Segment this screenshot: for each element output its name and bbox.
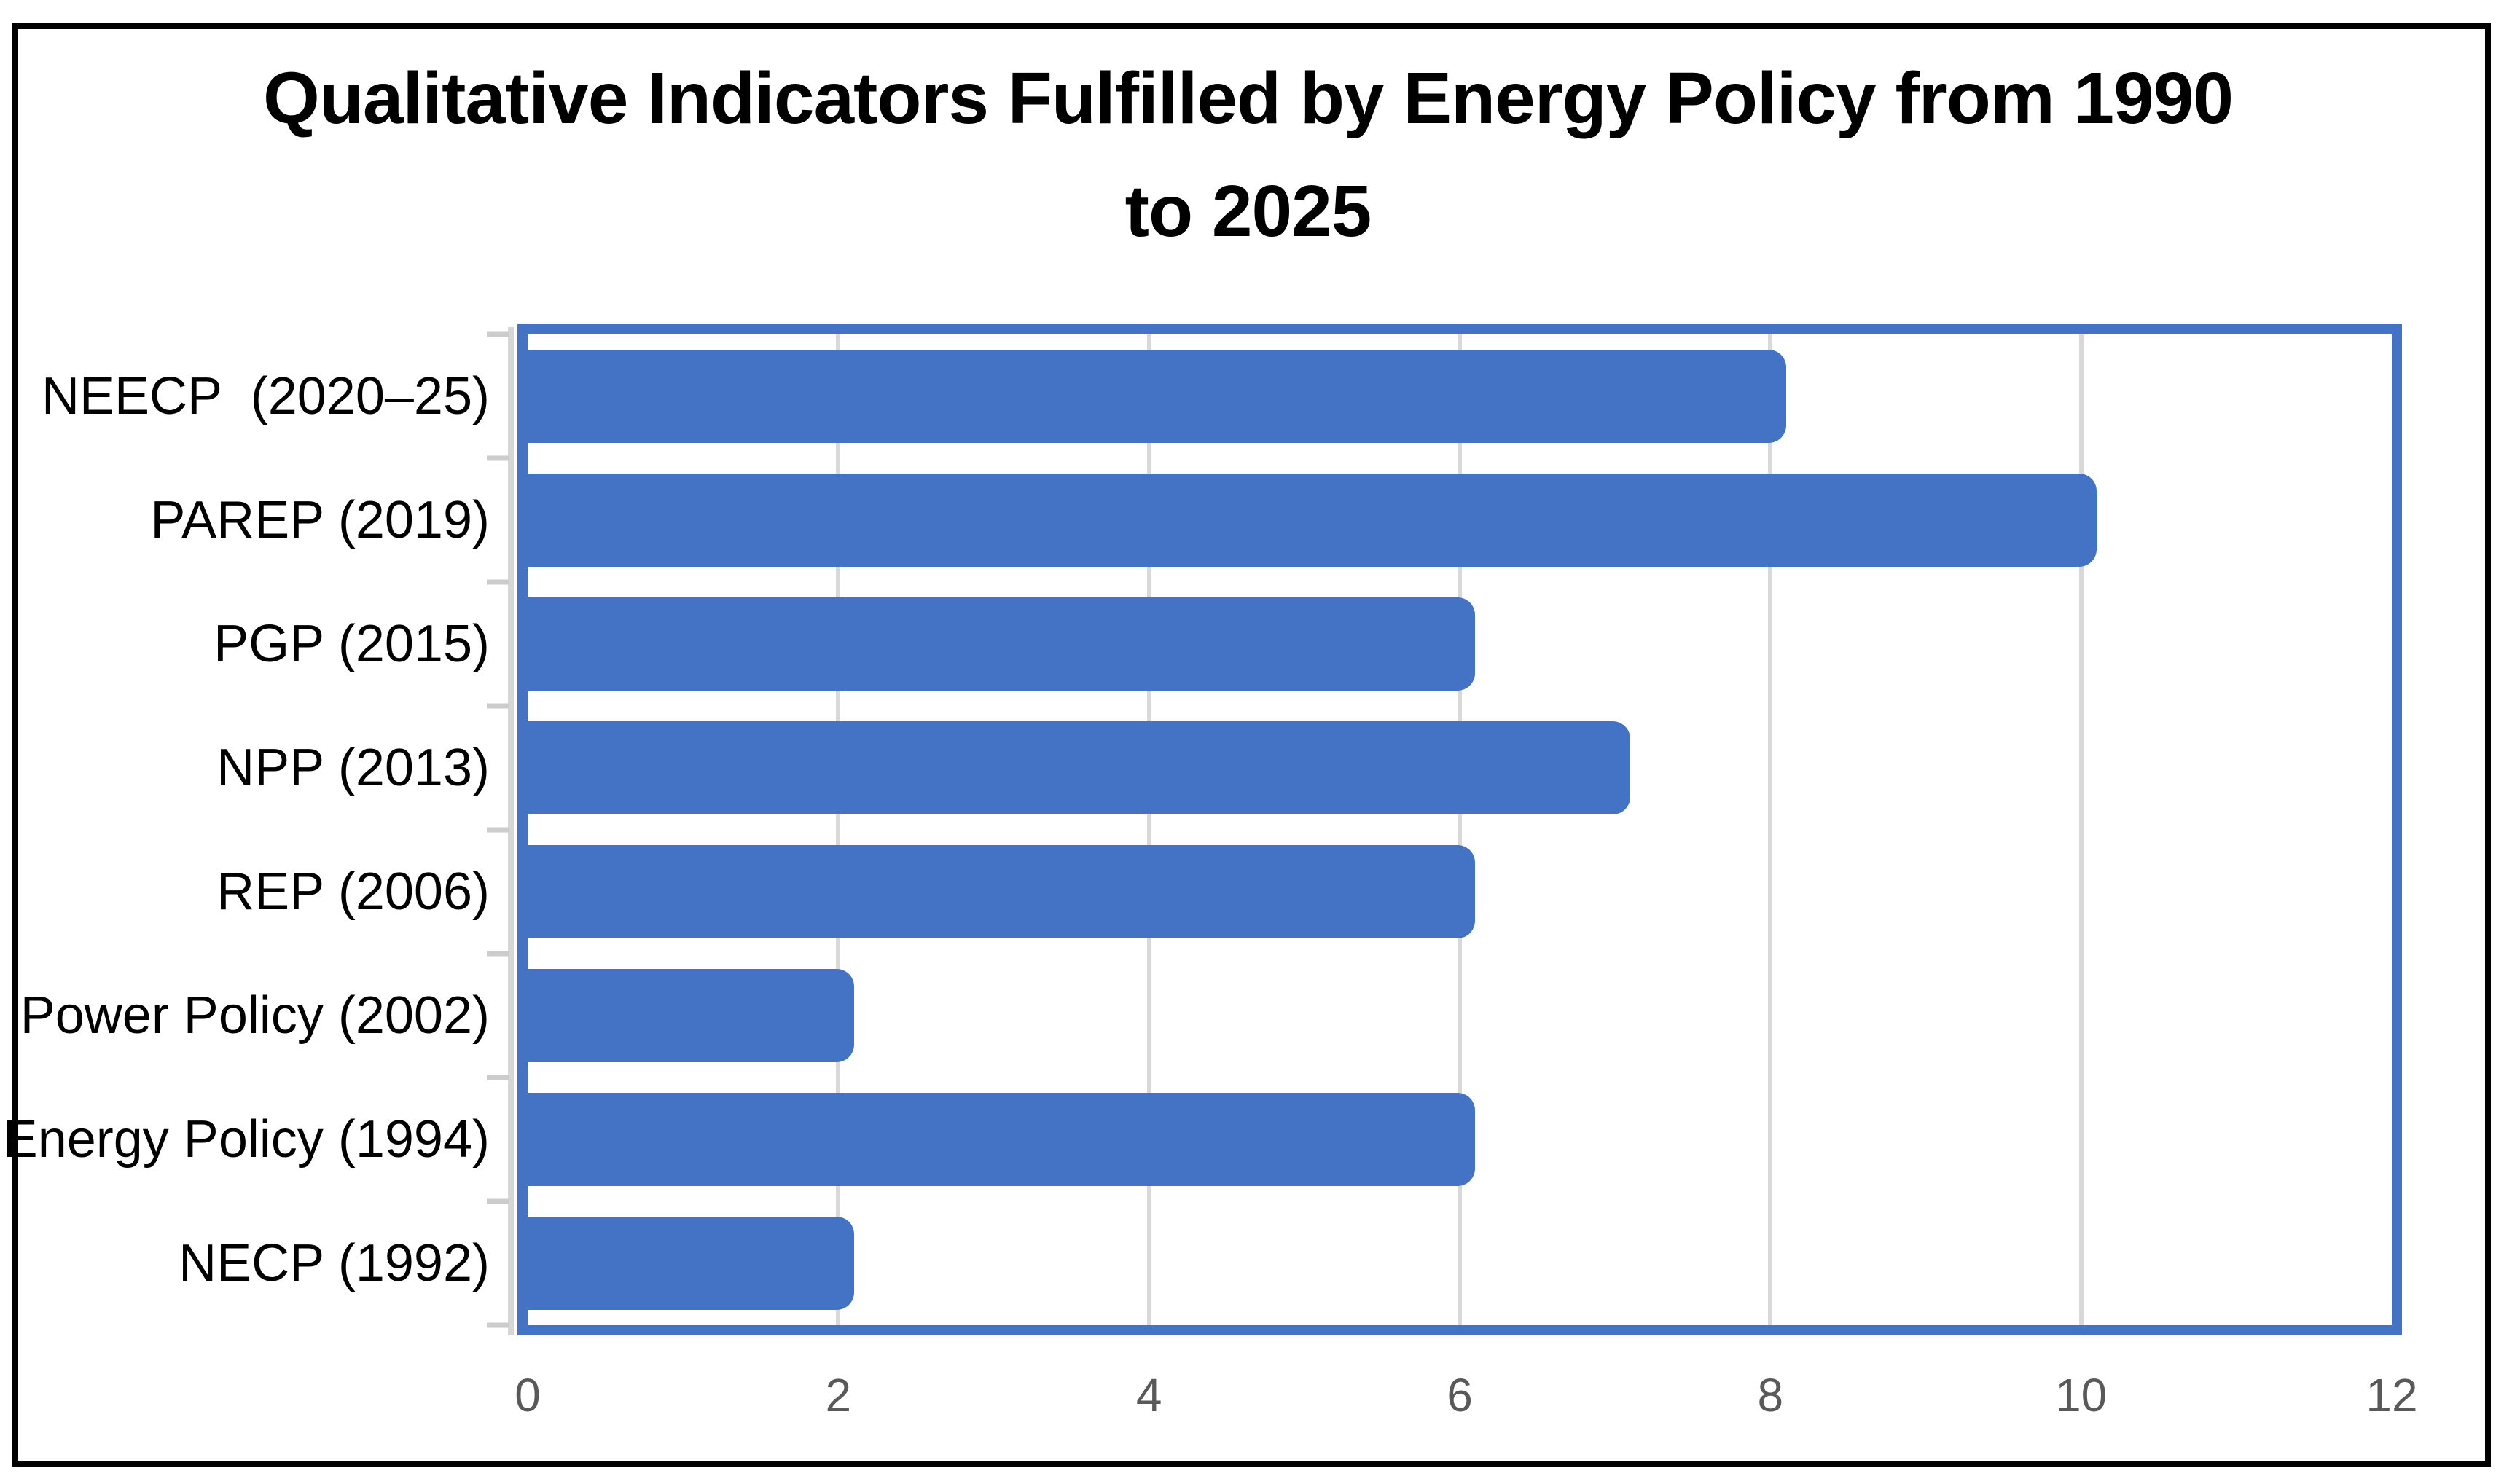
category-label: Energy Policy (1994) xyxy=(2,1110,490,1169)
bar-row xyxy=(528,954,2392,1077)
category-axis-tick xyxy=(487,455,509,461)
category-label: PAREP (2019) xyxy=(150,491,490,549)
bar-row xyxy=(528,458,2392,582)
value-axis-tick-label-0: 0 xyxy=(515,1369,541,1421)
bar-pgp-2015- xyxy=(528,597,1476,691)
category-axis-tick xyxy=(487,1075,509,1080)
category-axis-line xyxy=(508,327,514,1335)
value-axis-tick-label-10: 10 xyxy=(2055,1369,2108,1421)
bar-energy-policy-1994- xyxy=(528,1093,1476,1186)
chart-title-line2: to 2025 xyxy=(1124,170,1372,252)
category-axis-labels: NEECP (2020–25) PAREP (2019) PGP (2015) NPP… xyxy=(0,334,490,1325)
category-axis-tick xyxy=(487,703,509,709)
gridline-x-8 xyxy=(1768,334,1773,1325)
gridline-x-10 xyxy=(2078,334,2084,1325)
bar-row xyxy=(528,582,2392,706)
gridline-x-6 xyxy=(1458,334,1462,1325)
bar-row xyxy=(528,830,2392,954)
chart-title: Qualitative Indicators Fulfilled by Ener… xyxy=(0,42,2496,268)
category-label: Power Policy (2002) xyxy=(20,986,490,1045)
plot-inner xyxy=(528,334,2392,1325)
category-label: NECP (1992) xyxy=(179,1234,490,1292)
bar-neecp-2020-25- xyxy=(528,350,1786,443)
category-axis-tick xyxy=(487,331,509,337)
category-label: NEECP (2020–25) xyxy=(41,367,490,425)
value-axis-tick-label-4: 4 xyxy=(1135,1369,1162,1421)
value-axis-tick-label-2: 2 xyxy=(825,1369,852,1421)
category-label: REP (2006) xyxy=(216,863,490,921)
gridline-x-2 xyxy=(836,334,841,1325)
bar-parep-2019- xyxy=(528,474,2097,567)
bar-row xyxy=(528,706,2392,830)
value-axis-tick-label-12: 12 xyxy=(2366,1369,2418,1421)
bar-rep-2006- xyxy=(528,845,1476,938)
bar-row xyxy=(528,1077,2392,1201)
gridline-x-4 xyxy=(1146,334,1151,1325)
chart-title-line1: Qualitative Indicators Fulfilled by Ener… xyxy=(263,58,2234,139)
category-axis-tick xyxy=(487,827,509,833)
value-axis-labels: 0 2 4 6 8 10 12 xyxy=(515,1368,2417,1434)
category-axis-tick xyxy=(487,579,509,585)
category-label: NPP (2013) xyxy=(216,739,490,797)
value-axis-tick-label-8: 8 xyxy=(1757,1369,1784,1421)
category-axis-tick xyxy=(487,951,509,957)
value-axis-tick-label-6: 6 xyxy=(1447,1369,1473,1421)
category-label: PGP (2015) xyxy=(214,615,490,673)
bar-npp-2013- xyxy=(528,721,1631,814)
bar-necp-1992- xyxy=(528,1217,854,1310)
category-axis-tick xyxy=(487,1198,509,1204)
bar-row xyxy=(528,334,2392,458)
bar-power-policy-2002- xyxy=(528,969,854,1062)
bar-row xyxy=(528,1201,2392,1325)
category-axis-tick xyxy=(487,1322,509,1328)
